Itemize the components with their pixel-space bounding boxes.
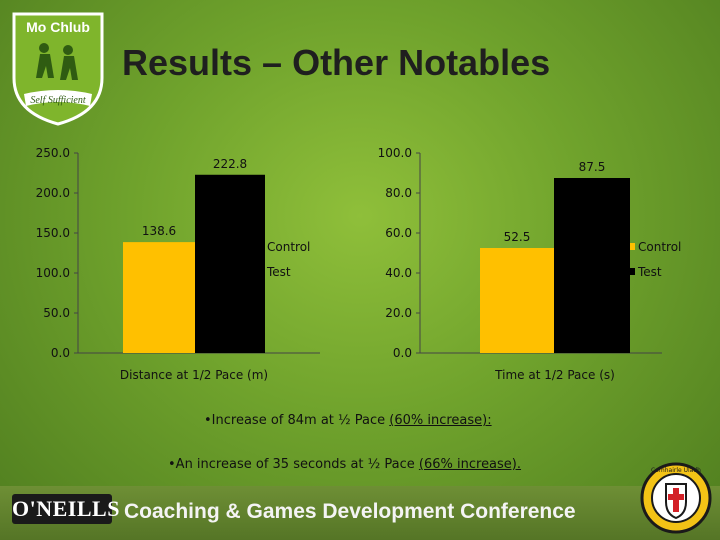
y-tick-label: 20.0 bbox=[385, 306, 412, 320]
bullet-underlined: (60% increase): bbox=[389, 413, 492, 428]
legend-swatch-control bbox=[628, 243, 635, 250]
y-tick-label: 60.0 bbox=[385, 226, 412, 240]
data-label-control: 52.5 bbox=[504, 230, 531, 244]
y-tick-label: 50.0 bbox=[43, 306, 70, 320]
data-label-control: 138.6 bbox=[142, 224, 176, 238]
bullet-text: Increase of 84m at ½ Pace bbox=[211, 413, 390, 428]
legend-swatch-test bbox=[628, 268, 635, 275]
bar-control bbox=[480, 248, 554, 353]
mo-chlub-logo: Mo Chlub Self Sufficient bbox=[12, 12, 104, 126]
y-tick-label: 40.0 bbox=[385, 266, 412, 280]
data-label-test: 87.5 bbox=[579, 160, 606, 174]
logo-top-text: Mo Chlub bbox=[26, 19, 90, 35]
x-axis-label: Time at 1/2 Pace (s) bbox=[494, 368, 615, 382]
bar-test bbox=[195, 174, 265, 353]
y-tick-label: 100.0 bbox=[378, 146, 412, 160]
bullet-underlined: (66% increase). bbox=[418, 457, 522, 472]
y-tick-label: 150.0 bbox=[36, 226, 70, 240]
crest-text: Comhairle Uladh bbox=[651, 467, 701, 474]
distance-chart: 0.0 50.0 100.0 150.0 200.0 250.0 138.6 Control 2… bbox=[36, 146, 320, 382]
y-tick-label: 100.0 bbox=[36, 266, 70, 280]
bullet-marker: • bbox=[168, 457, 176, 472]
y-tick-label: 0.0 bbox=[393, 346, 412, 360]
bar-test bbox=[554, 178, 630, 353]
legend-swatch-test bbox=[257, 268, 264, 275]
footer-bar bbox=[0, 486, 720, 540]
legend-label-test: Test bbox=[637, 265, 662, 279]
bullet-2: •An increase of 35 seconds at ½ Pace (66… bbox=[168, 457, 521, 472]
y-tick-label: 0.0 bbox=[51, 346, 70, 360]
legend-label-control: Control bbox=[638, 240, 681, 254]
bullet-1: •Increase of 84m at ½ Pace (60% increase… bbox=[204, 413, 492, 428]
ulster-crest-logo: Comhairle Uladh bbox=[640, 462, 712, 534]
data-label-test: 222.8 bbox=[213, 157, 247, 171]
bullet-marker: • bbox=[204, 413, 212, 428]
y-tick-label: 80.0 bbox=[385, 186, 412, 200]
y-tick-label: 200.0 bbox=[36, 186, 70, 200]
oneills-logo: O'NEILLS bbox=[12, 494, 119, 524]
logo-bottom-text: Self Sufficient bbox=[30, 95, 85, 106]
legend-label-control: Control bbox=[267, 240, 310, 254]
players-icon bbox=[36, 43, 78, 80]
x-axis-label: Distance at 1/2 Pace (m) bbox=[120, 368, 268, 382]
conference-title: Coaching & Games Development Conference bbox=[124, 500, 576, 523]
y-tick-label: 250.0 bbox=[36, 146, 70, 160]
slide-title: Results – Other Notables bbox=[122, 42, 551, 83]
bar-control bbox=[123, 242, 195, 353]
legend-label-test: Test bbox=[266, 265, 291, 279]
time-chart: 0.0 20.0 40.0 60.0 80.0 100.0 52.5 Control 87.5 T… bbox=[378, 146, 682, 382]
bullet-text: An increase of 35 seconds at ½ Pace bbox=[175, 457, 419, 472]
